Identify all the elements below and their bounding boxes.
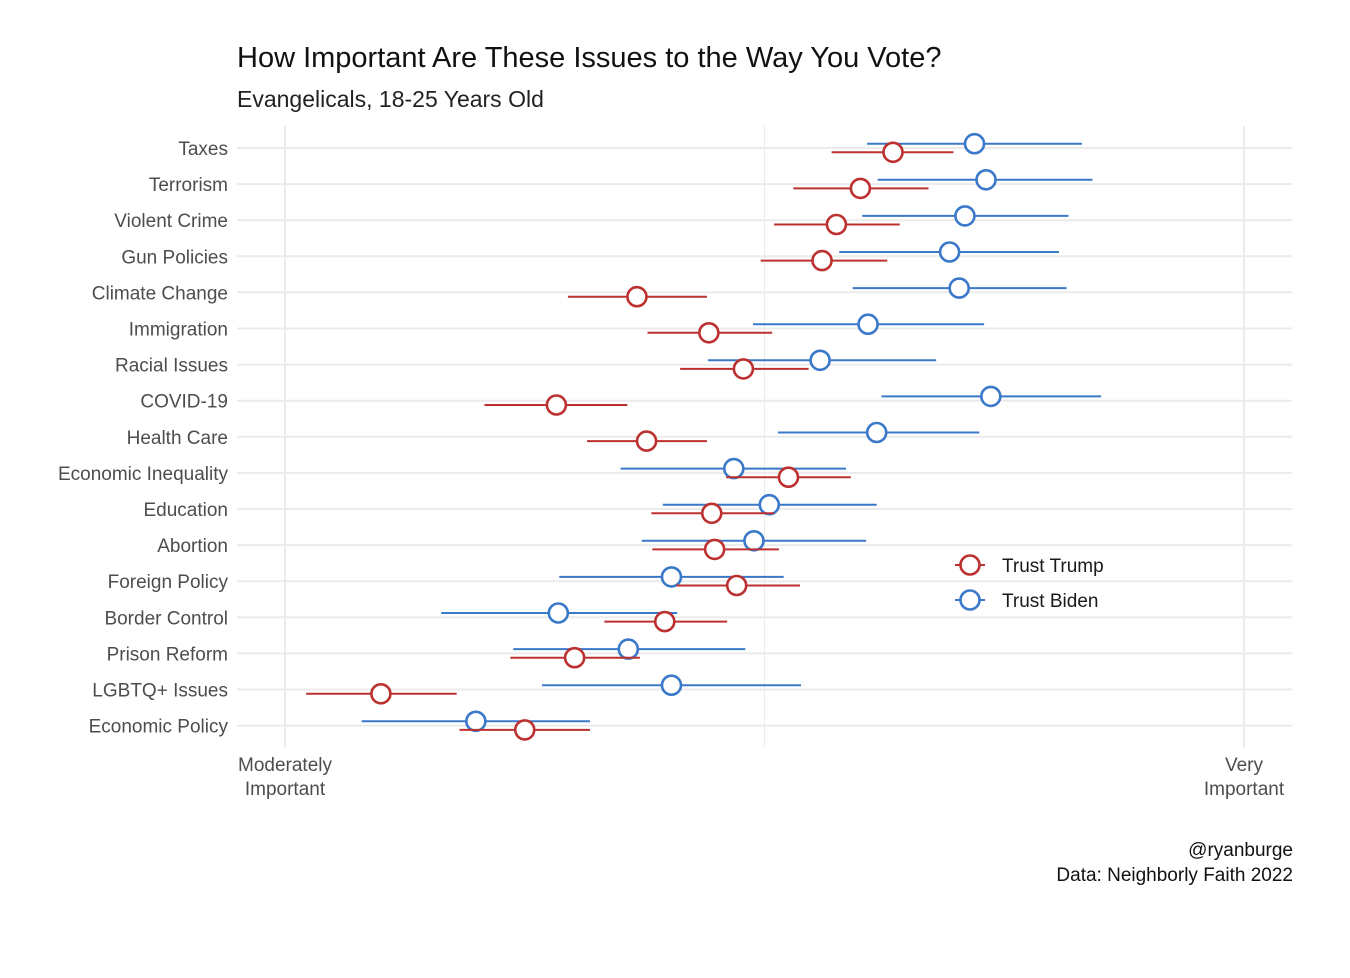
y-tick-label: Racial Issues [115, 356, 228, 377]
data-point [465, 710, 487, 733]
data-marks [306, 132, 1102, 741]
data-point [660, 674, 683, 697]
y-tick-label: Health Care [127, 428, 228, 449]
x-tick-label: Moderately Important [238, 755, 332, 800]
y-tick-label: Taxes [178, 139, 228, 160]
data-point [948, 277, 970, 299]
data-point [660, 566, 683, 588]
y-tick-label: Immigration [129, 320, 228, 341]
legend-label: Trust Trump [1002, 556, 1104, 577]
y-tick-label: COVID-19 [140, 392, 228, 413]
data-point [882, 141, 904, 164]
data-point [865, 421, 888, 444]
y-tick-label: Gun Policies [121, 247, 228, 268]
legend-key-marker [959, 554, 981, 576]
legend-label: Trust Biden [1002, 591, 1098, 612]
data-point [513, 719, 536, 741]
y-tick-label: Economic Inequality [58, 464, 229, 485]
data-point [617, 638, 640, 660]
data-point [825, 213, 848, 236]
data-point [725, 574, 748, 597]
y-tick-label: Terrorism [149, 175, 228, 196]
chart-title: How Important Are These Issues to the Wa… [237, 42, 942, 74]
data-point [545, 394, 568, 416]
data-point [954, 205, 976, 227]
data-point [626, 285, 648, 308]
data-point [370, 682, 392, 705]
y-tick-label: Abortion [157, 536, 228, 557]
data-point [777, 466, 800, 489]
y-tick-label: Foreign Policy [108, 572, 229, 593]
data-point [980, 385, 1002, 408]
data-point [811, 249, 833, 272]
legend-key-marker [959, 589, 981, 611]
y-tick-label: Climate Change [92, 283, 228, 304]
data-point [938, 241, 961, 263]
data-point [857, 313, 879, 336]
data-point [809, 349, 831, 372]
x-tick-label: Very Important [1204, 755, 1285, 800]
data-point [563, 646, 586, 669]
legend: Trust Trump Trust Biden [955, 554, 1104, 612]
y-axis-labels: Taxes Terrorism Violent Crime Gun Policies C… [58, 139, 229, 738]
y-tick-label: Prison Reform [107, 644, 228, 665]
data-point [698, 321, 720, 344]
data-point [547, 602, 570, 624]
y-tick-label: Education [143, 500, 228, 521]
x-axis-labels: Moderately Important Very Important [238, 755, 1285, 800]
data-point [653, 610, 676, 633]
caption: @ryanburge Data: Neighborly Faith 2022 [1056, 838, 1293, 888]
chart-subtitle: Evangelicals, 18-25 Years Old [237, 86, 544, 112]
data-point [743, 529, 765, 552]
y-tick-label: Economic Policy [89, 717, 229, 738]
data-point [703, 538, 726, 561]
data-point [723, 457, 745, 480]
data-point [849, 177, 872, 200]
data-point [700, 502, 723, 525]
data-point [975, 169, 997, 191]
data-point [732, 358, 755, 380]
data-point [963, 132, 986, 155]
caption-handle: @ryanburge [1188, 840, 1293, 861]
data-point [758, 493, 781, 516]
caption-source: Data: Neighborly Faith 2022 [1056, 865, 1293, 886]
y-tick-label: Violent Crime [114, 211, 228, 232]
y-tick-label: Border Control [104, 608, 228, 629]
data-point [635, 430, 658, 452]
grid [237, 126, 1292, 748]
y-tick-label: LGBTQ+ Issues [92, 681, 228, 702]
